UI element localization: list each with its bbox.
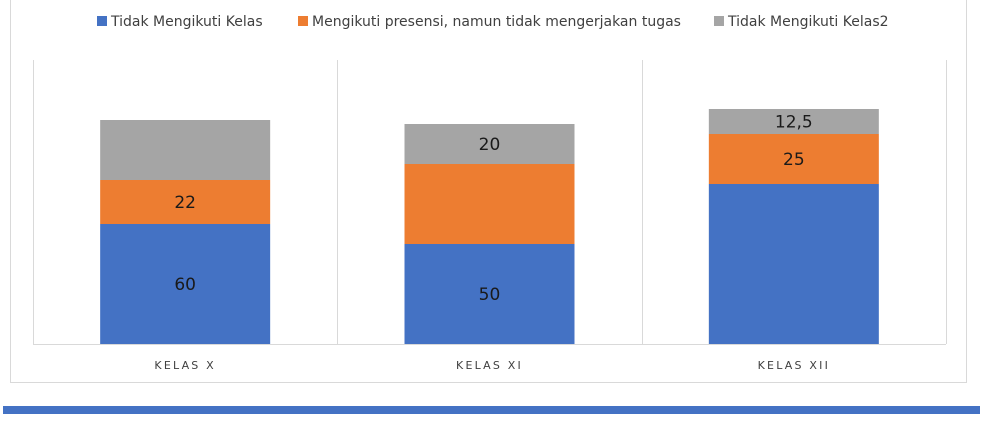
bar-segment (708, 109, 879, 134)
chart-frame (10, 0, 967, 383)
bar-segment (100, 120, 271, 180)
legend-label: Tidak Mengikuti Kelas (110, 14, 263, 30)
category-label: KELAS X (154, 359, 215, 372)
data-label: 20 (479, 135, 501, 155)
legend-swatch (714, 16, 724, 26)
legend-label: Mengikuti presensi, namun tidak mengerja… (312, 14, 681, 30)
data-label: 60 (174, 275, 196, 295)
legend-swatch (97, 16, 107, 26)
bars (100, 109, 879, 344)
data-label: 22 (174, 193, 196, 213)
category-gridlines (33, 60, 947, 345)
category-label: KELAS XII (758, 359, 830, 372)
bar-segment (404, 124, 575, 164)
category-label: KELAS XI (456, 359, 523, 372)
bottom-rule (3, 406, 980, 414)
bar-segment (708, 134, 879, 184)
data-label: 12,5 (775, 113, 813, 133)
data-label: 50 (479, 285, 501, 305)
category-labels: KELAS X KELAS XI KELAS XII (154, 359, 830, 372)
bar-segment (100, 224, 271, 344)
data-labels: 60 22 50 20 25 12,5 (174, 113, 812, 306)
legend-label: Tidak Mengikuti Kelas2 (727, 14, 889, 30)
bar-segment (708, 184, 879, 344)
bar-segment (404, 244, 575, 344)
legend-swatch (298, 16, 308, 26)
legend: Tidak Mengikuti Kelas Mengikuti presensi,… (97, 14, 889, 30)
bar-segment (100, 180, 271, 224)
bar-segment (404, 164, 575, 244)
data-label: 25 (783, 150, 805, 170)
